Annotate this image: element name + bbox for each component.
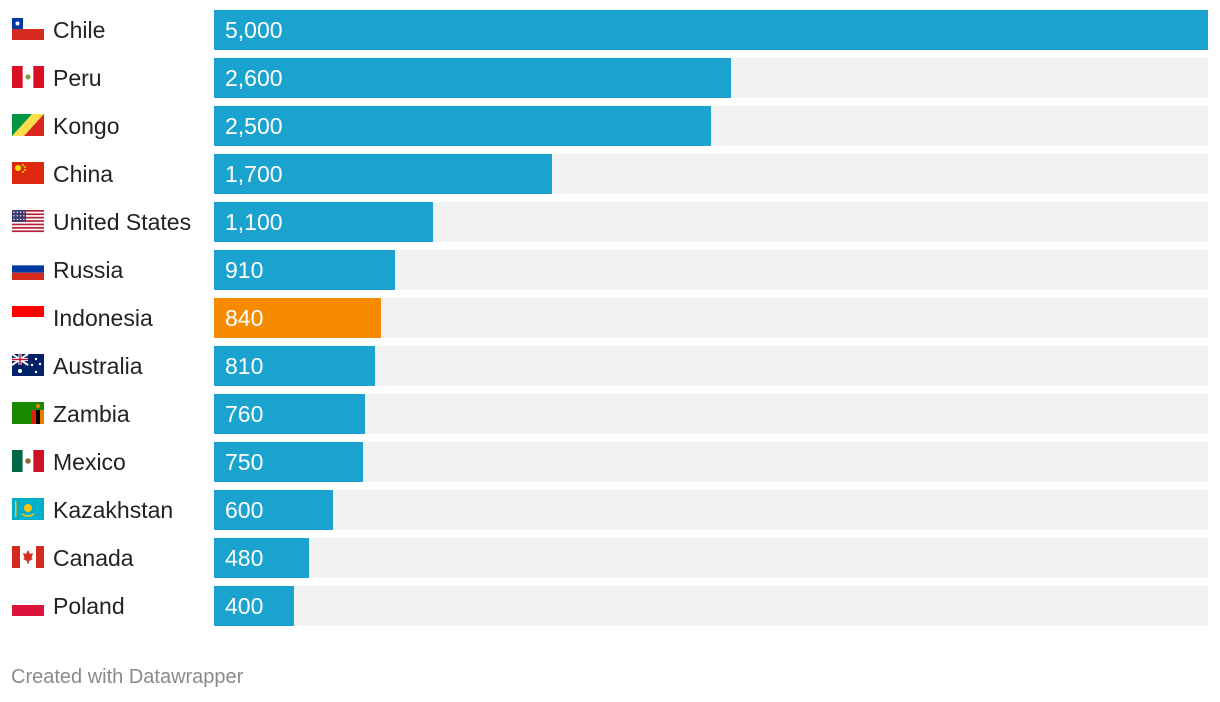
- bar-russia[interactable]: [214, 250, 395, 290]
- bar-mexico[interactable]: [214, 442, 363, 482]
- category-label: China: [53, 161, 113, 187]
- bar-canada[interactable]: [214, 538, 309, 578]
- chart-svg: 5,000 Chile 2,600 Peru 2,500 Kongo 1,700 China 1…: [11, 10, 1208, 626]
- category-label: Peru: [53, 65, 102, 91]
- value-label: 5,000: [225, 17, 283, 43]
- value-label: 400: [225, 593, 263, 619]
- bar-kongo[interactable]: [214, 106, 711, 146]
- bar-zambia[interactable]: [214, 394, 365, 434]
- category-label: Kongo: [53, 113, 120, 139]
- bar-peru[interactable]: [214, 58, 731, 98]
- bar-china[interactable]: [214, 154, 552, 194]
- bar-track: [214, 538, 1208, 578]
- bar-poland[interactable]: [214, 586, 294, 626]
- bar-kazakhstan[interactable]: [214, 490, 333, 530]
- category-label: United States: [53, 209, 191, 235]
- value-label: 2,500: [225, 113, 283, 139]
- chile-flag-icon: [12, 18, 44, 40]
- value-label: 1,700: [225, 161, 283, 187]
- value-label: 1,100: [225, 209, 283, 235]
- bar-track: [214, 442, 1208, 482]
- category-label: Zambia: [53, 401, 130, 427]
- poland-flag-icon: [12, 594, 44, 616]
- category-label: Canada: [53, 545, 134, 571]
- bar-track: [214, 346, 1208, 386]
- category-label: Kazakhstan: [53, 497, 173, 523]
- value-label: 810: [225, 353, 263, 379]
- category-label: Chile: [53, 17, 105, 43]
- bar-indonesia[interactable]: [214, 298, 381, 338]
- value-label: 840: [225, 305, 263, 331]
- zambia-flag-icon: [12, 402, 44, 424]
- mexico-flag-icon: [12, 450, 44, 472]
- bar-track: [214, 490, 1208, 530]
- bar-chile[interactable]: [214, 10, 1208, 50]
- datawrapper-credit[interactable]: Created with Datawrapper: [11, 666, 244, 688]
- australia-flag-icon: [11, 353, 44, 376]
- kazakhstan-flag-icon: [12, 498, 44, 520]
- category-label: Australia: [53, 353, 143, 379]
- value-label: 480: [225, 545, 263, 571]
- canada-flag-icon: [12, 546, 44, 568]
- category-label: Indonesia: [53, 305, 153, 331]
- usa-flag-icon: [12, 210, 44, 233]
- congo-flag-icon: [12, 114, 44, 136]
- value-label: 600: [225, 497, 263, 523]
- peru-flag-icon: [12, 66, 44, 88]
- category-label: Poland: [53, 593, 125, 619]
- indonesia-flag-icon: [12, 306, 44, 328]
- bar-track: [214, 586, 1208, 626]
- china-flag-icon: [12, 162, 44, 184]
- bar-chart: 5,000 Chile 2,600 Peru 2,500 Kongo 1,700 China 1…: [11, 10, 1208, 626]
- bar-track: [214, 394, 1208, 434]
- value-label: 910: [225, 257, 263, 283]
- value-label: 760: [225, 401, 263, 427]
- value-label: 2,600: [225, 65, 283, 91]
- category-label: Russia: [53, 257, 124, 283]
- value-label: 750: [225, 449, 263, 475]
- russia-flag-icon: [12, 258, 44, 280]
- category-label: Mexico: [53, 449, 126, 475]
- bar-united-states[interactable]: [214, 202, 433, 242]
- bar-australia[interactable]: [214, 346, 375, 386]
